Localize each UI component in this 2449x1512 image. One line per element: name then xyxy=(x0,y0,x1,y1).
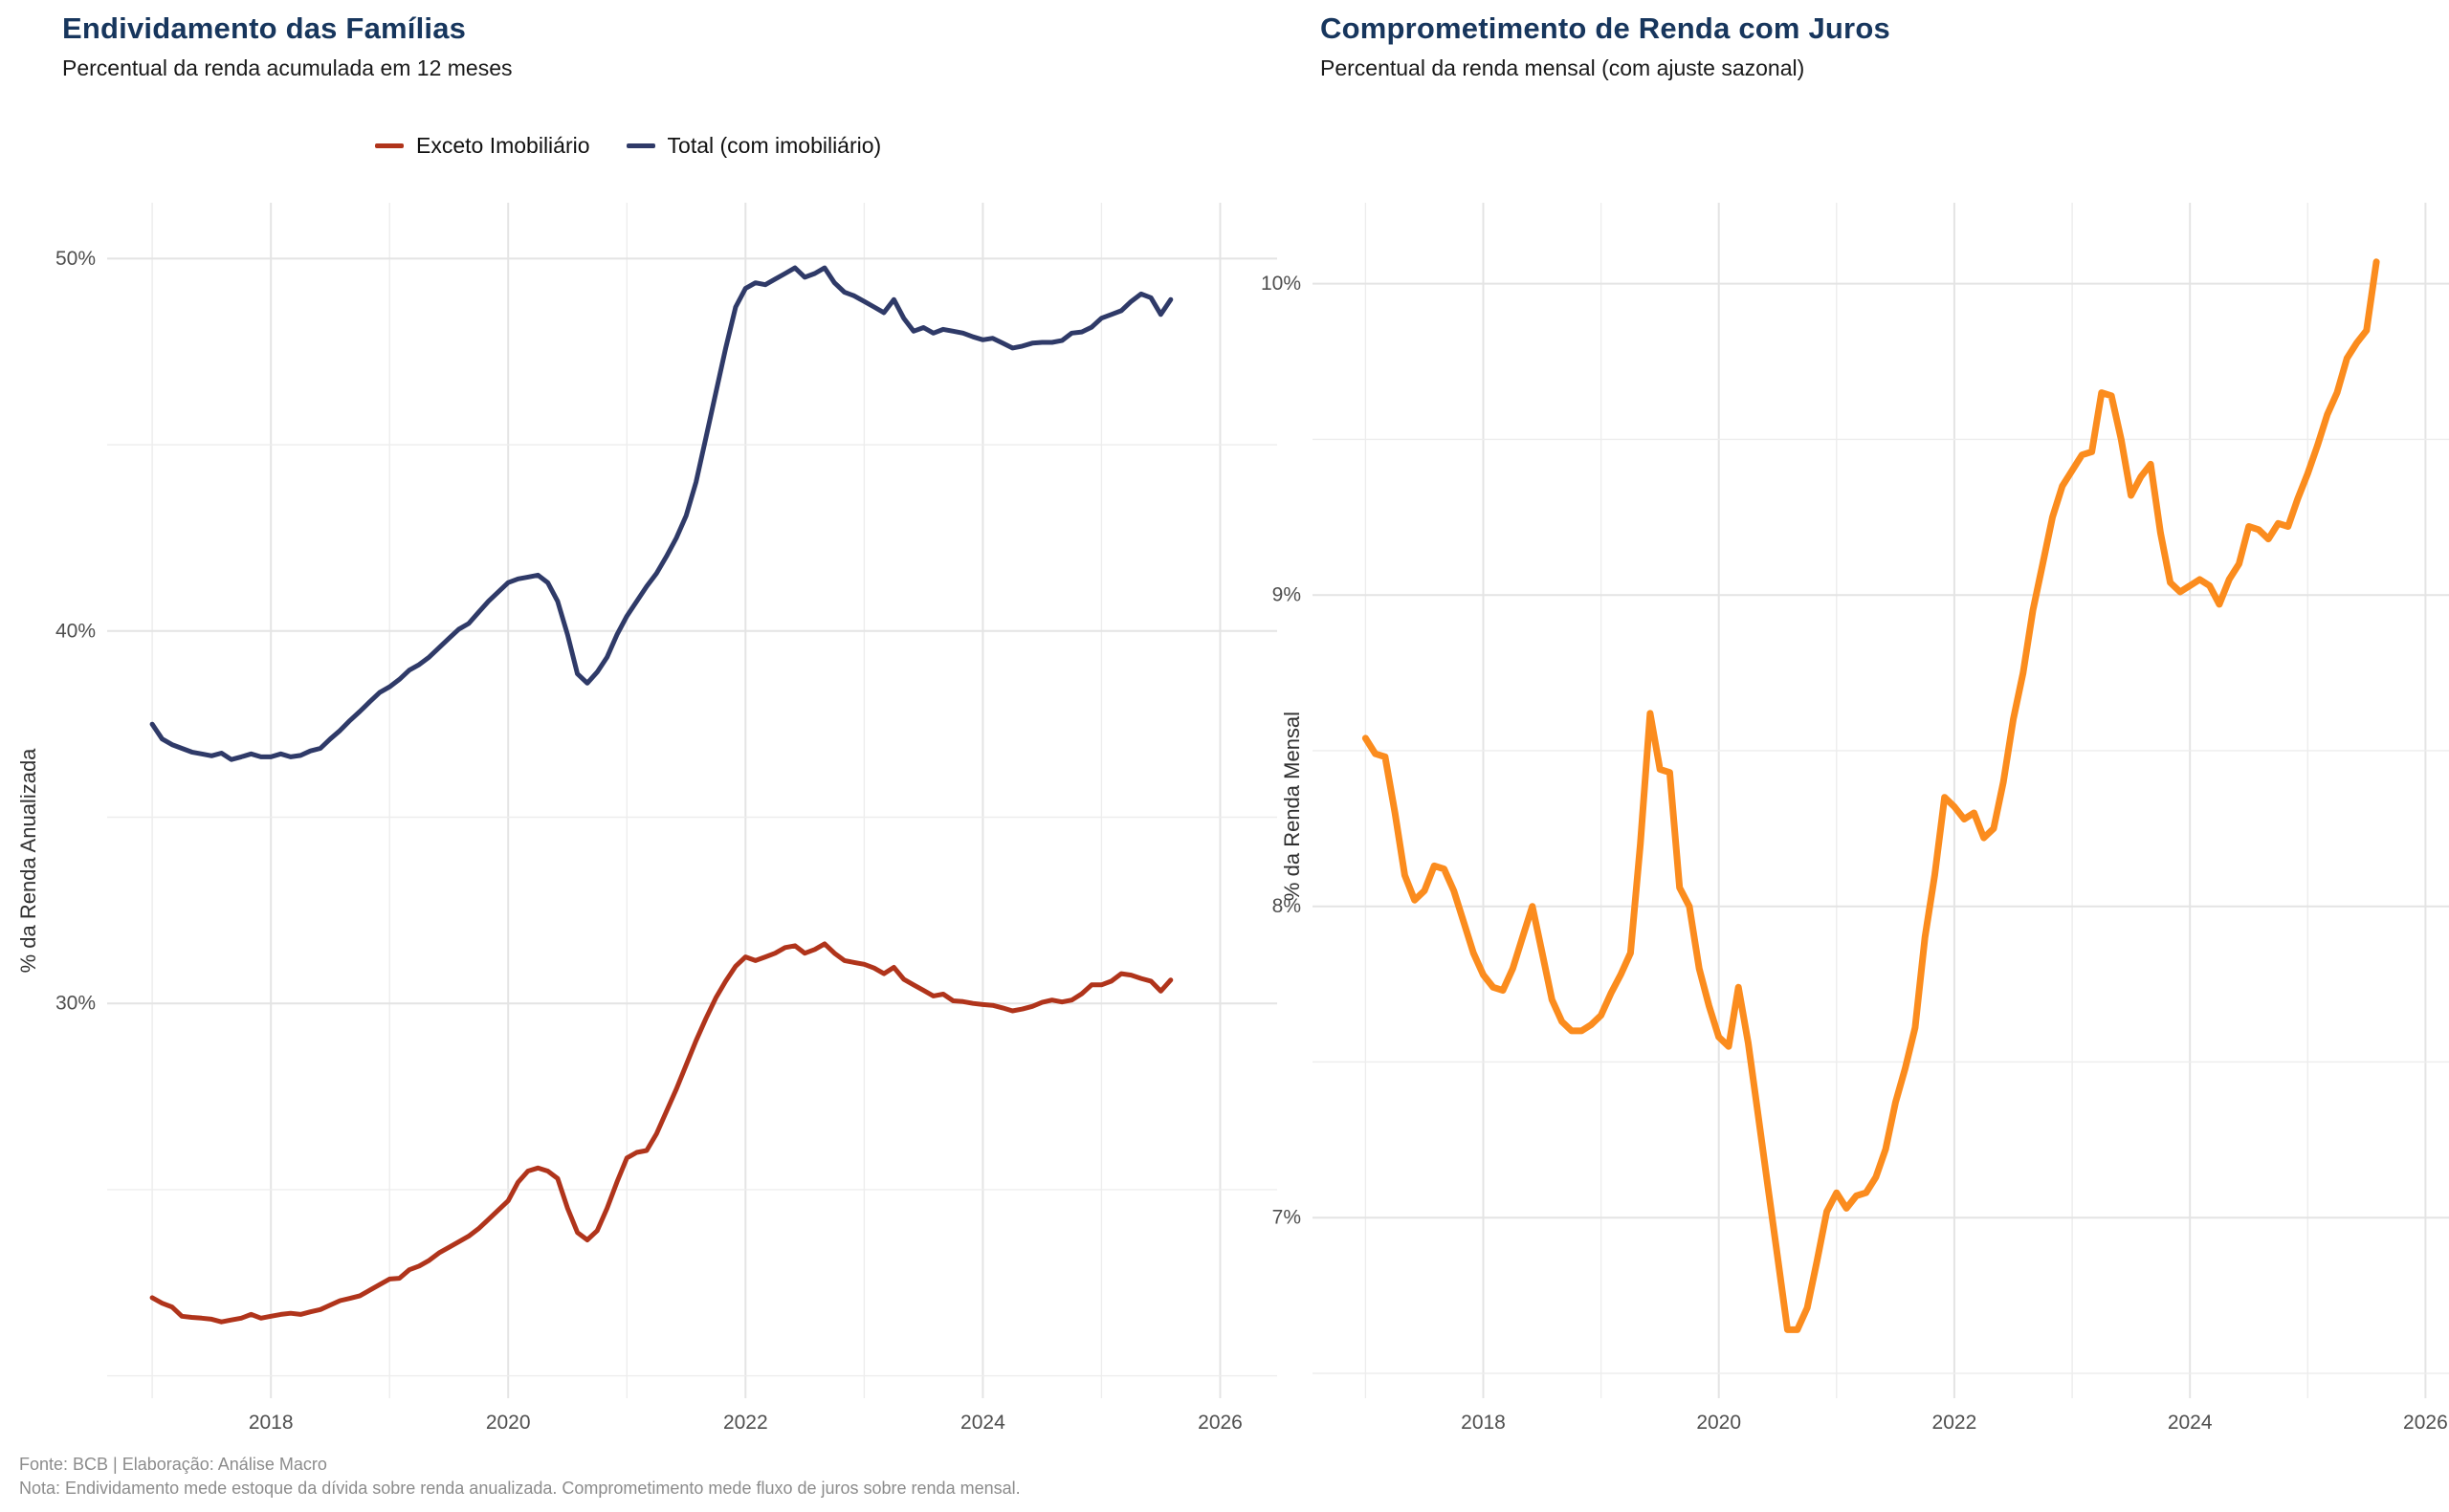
series-line-1 xyxy=(149,265,1174,762)
legend-label-exceto: Exceto Imobiliário xyxy=(416,133,590,158)
series-line-0 xyxy=(149,941,1174,1325)
y-tick-label: 30% xyxy=(55,993,96,1015)
y-tick-label: 9% xyxy=(1272,584,1301,606)
x-tick-label: 2024 xyxy=(960,1412,1005,1434)
x-tick-label: 2020 xyxy=(1696,1412,1741,1434)
source-caption: Fonte: BCB | Elaboração: Análise Macro xyxy=(19,1455,327,1474)
x-tick-label: 2022 xyxy=(723,1412,768,1434)
legend: Exceto Imobiliário Total (com imobiliári… xyxy=(375,133,881,159)
y-tick-label: 7% xyxy=(1272,1207,1301,1229)
legend-swatch-exceto-icon xyxy=(375,143,404,148)
x-tick-label: 2018 xyxy=(249,1412,294,1434)
y-tick-label: 10% xyxy=(1261,273,1301,295)
legend-item-total: Total (com imobiliário) xyxy=(626,133,882,159)
x-tick-label: 2020 xyxy=(486,1412,531,1434)
series-line-0 xyxy=(1361,258,2380,1333)
legend-label-total: Total (com imobiliário) xyxy=(667,133,882,158)
x-tick-label: 2026 xyxy=(2403,1412,2448,1434)
x-tick-label: 2024 xyxy=(2168,1412,2213,1434)
endividamento-chart: 30% 40% 50% 2018 2020 2022 2024 2026 xyxy=(55,203,1277,1434)
y-tick-label: 40% xyxy=(55,620,96,642)
right-chart-subtitle: Percentual da renda mensal (com ajuste s… xyxy=(1320,55,1805,80)
left-chart-title: Endividamento das Famílias xyxy=(62,11,467,45)
legend-swatch-total-icon xyxy=(626,143,655,148)
x-tick-label: 2022 xyxy=(1932,1412,1977,1434)
left-chart-subtitle: Percentual da renda acumulada em 12 mese… xyxy=(62,55,513,80)
y-tick-label: 8% xyxy=(1272,895,1301,917)
legend-item-exceto-imobiliario: Exceto Imobiliário xyxy=(375,133,590,159)
note-caption: Nota: Endividamento mede estoque da dívi… xyxy=(19,1479,1021,1498)
comprometimento-chart: 7% 8% 9% 10% 2018 2020 2022 2024 2026 xyxy=(1261,203,2449,1434)
y-tick-label: 50% xyxy=(55,248,96,270)
right-chart-title: Comprometimento de Renda com Juros xyxy=(1320,11,1890,45)
x-tick-label: 2018 xyxy=(1461,1412,1506,1434)
x-tick-label: 2026 xyxy=(1198,1412,1243,1434)
